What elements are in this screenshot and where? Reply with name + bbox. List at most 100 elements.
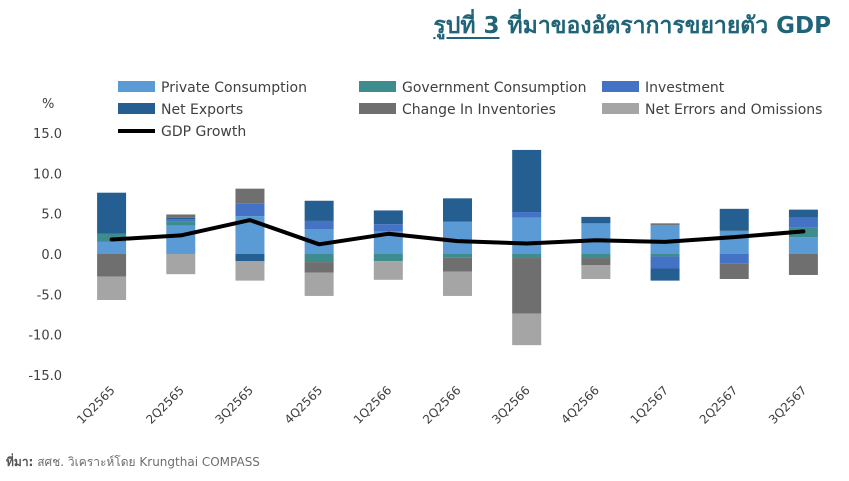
x-tick-label: 3Q2567: [766, 383, 810, 427]
bar-net-errors-and-omissions: [581, 265, 611, 280]
legend-label-gdp-growth: GDP Growth: [161, 124, 246, 140]
x-tick-label: 1Q2567: [628, 383, 672, 427]
bar-change-in-inventories: [512, 258, 542, 314]
y-tick-label: 15.0: [33, 127, 62, 142]
bar-private-consumption: [97, 241, 127, 254]
gdp-growth-point: [663, 240, 667, 244]
bar-net-exports: [166, 217, 196, 220]
y-tick-label: -15.0: [28, 369, 62, 384]
bar-net-exports: [650, 268, 680, 281]
bar-net-errors-and-omissions: [443, 271, 472, 296]
y-tick-label: 0.0: [41, 248, 62, 263]
bar-private-consumption: [166, 225, 196, 254]
legend-swatch-government-consumption: [359, 81, 396, 92]
bar-net-exports: [581, 216, 611, 224]
chart-title: รูปที่ 3 ที่มาของอัตราการขยายตัว GDP: [433, 8, 831, 44]
legend-swatch-net-errors-and-omissions: [602, 103, 639, 114]
bar-net-exports: [788, 209, 818, 218]
bar-net-exports: [443, 198, 472, 222]
bar-net-errors-and-omissions: [166, 254, 196, 275]
gdp-growth-point: [455, 239, 460, 243]
gdp-growth-point: [801, 229, 806, 234]
bar-change-in-inventories: [166, 214, 196, 218]
bar-net-errors-and-omissions: [304, 272, 334, 296]
legend-swatch-private-consumption: [118, 81, 155, 92]
bar-net-exports: [719, 208, 749, 231]
bar-government-consumption: [581, 254, 611, 259]
bar-net-exports: [235, 254, 265, 262]
bar-change-in-inventories: [443, 257, 472, 272]
source-label: ที่มา:: [6, 455, 34, 469]
gdp-growth-point: [594, 238, 598, 242]
bar-private-consumption: [443, 221, 472, 254]
gdp-growth-point: [179, 233, 183, 238]
legend-swatch-change-in-inventories: [359, 103, 396, 114]
legend-label-government-consumption: Government Consumption: [402, 80, 586, 96]
bar-investment: [512, 212, 542, 218]
bar-change-in-inventories: [788, 254, 818, 275]
bar-change-in-inventories: [719, 263, 749, 280]
bar-private-consumption: [788, 237, 818, 254]
bar-government-consumption: [166, 221, 196, 226]
legend-swatch-investment: [602, 81, 639, 92]
bar-private-consumption: [373, 231, 403, 254]
legend: Private Consumption Government Consumptio…: [118, 80, 822, 140]
bar-net-errors-and-omissions: [235, 261, 265, 281]
legend-label-change-in-inventories: Change In Inventories: [402, 102, 556, 118]
legend-label-private-consumption: Private Consumption: [161, 80, 307, 96]
y-tick-label: 10.0: [33, 167, 62, 182]
bar-government-consumption: [304, 254, 334, 263]
bar-government-consumption: [443, 254, 472, 258]
bar-change-in-inventories: [304, 262, 334, 273]
gdp-growth-point: [317, 242, 321, 246]
bar-investment: [166, 219, 196, 222]
bar-net-exports: [373, 210, 403, 225]
y-axis-label: %: [42, 97, 54, 112]
bar-change-in-inventories: [581, 258, 611, 266]
bar-investment: [304, 220, 334, 229]
x-tick-label: 1Q2565: [74, 383, 118, 427]
bar-change-in-inventories: [97, 254, 127, 277]
legend-label-investment: Investment: [645, 80, 725, 96]
bar-government-consumption: [512, 254, 542, 259]
gdp-growth-point: [732, 235, 736, 239]
bar-investment: [788, 217, 818, 228]
x-tick-label: 4Q2565: [282, 383, 326, 427]
bar-investment: [373, 224, 403, 232]
y-axis-ticks: 15.0 10.0 5.0 0.0 -5.0 -10.0 -15.0: [28, 127, 62, 384]
bar-change-in-inventories: [235, 188, 265, 204]
bar-net-exports: [97, 192, 127, 234]
bars: [97, 149, 818, 346]
x-tick-label: 1Q2566: [351, 383, 395, 427]
y-tick-label: -5.0: [37, 288, 62, 303]
gdp-growth-point: [386, 232, 390, 236]
bar-investment: [719, 254, 749, 264]
bar-net-errors-and-omissions: [97, 276, 127, 300]
bar-investment: [650, 256, 680, 269]
x-tick-label: 2Q2566: [420, 383, 464, 427]
x-tick-label: 3Q2565: [213, 383, 257, 427]
x-tick-label: 2Q2567: [697, 383, 741, 427]
x-axis-labels: 1Q2565 2Q2565 3Q2565 4Q2565 1Q2566 2Q2566 3Q25…: [74, 383, 809, 427]
bar-net-exports: [304, 200, 334, 221]
bar-net-errors-and-omissions: [373, 261, 403, 280]
x-tick-label: 2Q2565: [143, 383, 187, 427]
bar-government-consumption: [650, 254, 680, 257]
bar-government-consumption: [373, 254, 403, 262]
gdp-growth-point: [248, 218, 252, 222]
legend-swatch-net-exports: [118, 103, 155, 114]
y-tick-label: 5.0: [41, 208, 62, 223]
source-text: สศช. วิเคราะห์โดย Krungthai COMPASS: [37, 455, 260, 469]
bar-investment: [235, 203, 265, 217]
legend-label-net-exports: Net Exports: [161, 102, 243, 118]
gdp-line-group: [109, 218, 806, 247]
bar-private-consumption: [512, 217, 542, 254]
title-text: ที่มาของอัตราการขยายตัว GDP: [507, 13, 832, 39]
gdp-growth-point: [525, 241, 529, 246]
bar-change-in-inventories: [650, 223, 680, 225]
gdp-growth-point: [109, 237, 114, 242]
bar-net-exports: [512, 149, 542, 213]
y-tick-label: -10.0: [28, 329, 62, 344]
x-tick-label: 3Q2566: [489, 383, 533, 427]
